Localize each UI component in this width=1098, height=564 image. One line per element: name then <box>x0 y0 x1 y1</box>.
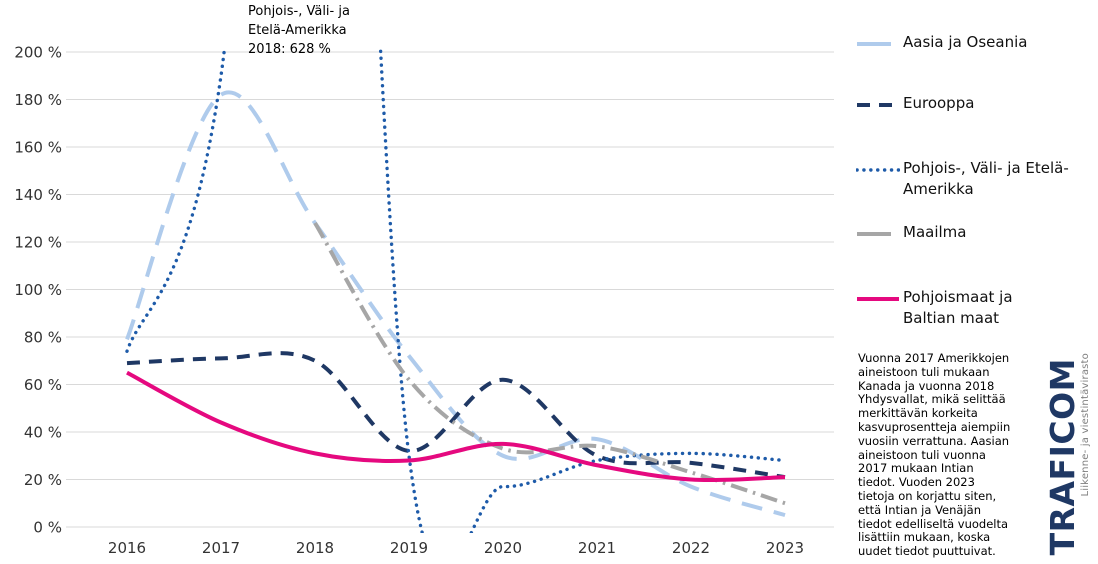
y-tick-label: 20 % <box>24 471 62 489</box>
x-tick-label: 2020 <box>484 539 522 557</box>
legend-swatch-icon <box>857 232 899 236</box>
x-tick-label: 2023 <box>766 539 804 557</box>
legend-item-maailma: Maailma <box>856 222 966 243</box>
series-path-pohjoismaat-ja-baltian-maat <box>126 370 786 483</box>
legend-label: Aasia ja Oseania <box>903 33 1028 51</box>
legend-label: Pohjoismaat ja Baltian maat <box>903 288 1013 327</box>
legend-item-pohjois-vali-ja-etela-amerikka: Pohjois-, Väli- ja Etelä- Amerikka <box>856 158 1069 200</box>
x-tick-label: 2022 <box>672 539 710 557</box>
series-path-aasia-ja-oseania <box>125 90 786 518</box>
series-path-maailma <box>313 221 786 506</box>
y-tick-label: 0 % <box>33 519 62 537</box>
legend-item-pohjoismaat-ja-baltian-maat: Pohjoismaat ja Baltian maat <box>856 287 1013 329</box>
y-tick-label: 80 % <box>24 329 62 347</box>
legend-label: Eurooppa <box>903 94 975 112</box>
y-tick-label: 120 % <box>14 234 62 252</box>
legend-swatch-icon <box>857 103 899 107</box>
legend-swatch-icon <box>857 42 899 46</box>
y-tick-label: 60 % <box>24 376 62 394</box>
legend-item-eurooppa: Eurooppa <box>856 93 974 114</box>
legend-swatch-icon <box>856 168 900 172</box>
legend-label: Pohjois-, Väli- ja Etelä- Amerikka <box>903 159 1069 198</box>
legend-swatch-icon <box>857 297 899 301</box>
traficom-tagline: Liikenne- ja viestintävirasto <box>1080 353 1091 497</box>
y-tick-label: 180 % <box>14 91 62 109</box>
series-path-eurooppa <box>126 351 786 480</box>
x-tick-label: 2018 <box>296 539 334 557</box>
y-tick-label: 40 % <box>24 424 62 442</box>
y-tick-label: 160 % <box>14 139 62 157</box>
x-tick-label: 2017 <box>202 539 240 557</box>
y-tick-label: 200 % <box>14 44 62 62</box>
y-tick-label: 100 % <box>14 281 62 299</box>
traficom-wordmark: TRAFICOM <box>1043 357 1082 555</box>
chart-footnote: Vuonna 2017 Amerikkojen aineistoon tuli … <box>858 351 1011 559</box>
y-tick-label: 140 % <box>14 186 62 204</box>
growth-chart-svg: 0 % 20 % 40 % 60 % 80 % 100 % 120 % 140 % 160 % 1… <box>14 44 834 557</box>
x-tick-label: 2019 <box>390 539 428 557</box>
chart-annotation: Pohjois-, Väli- ja Etelä-Amerikka 2018: … <box>248 4 350 57</box>
legend-label: Maailma <box>903 223 967 241</box>
x-tick-label: 2021 <box>578 539 616 557</box>
legend-item-aasia-ja-oseania: Aasia ja Oseania <box>856 32 1027 53</box>
x-tick-label: 2016 <box>108 539 146 557</box>
